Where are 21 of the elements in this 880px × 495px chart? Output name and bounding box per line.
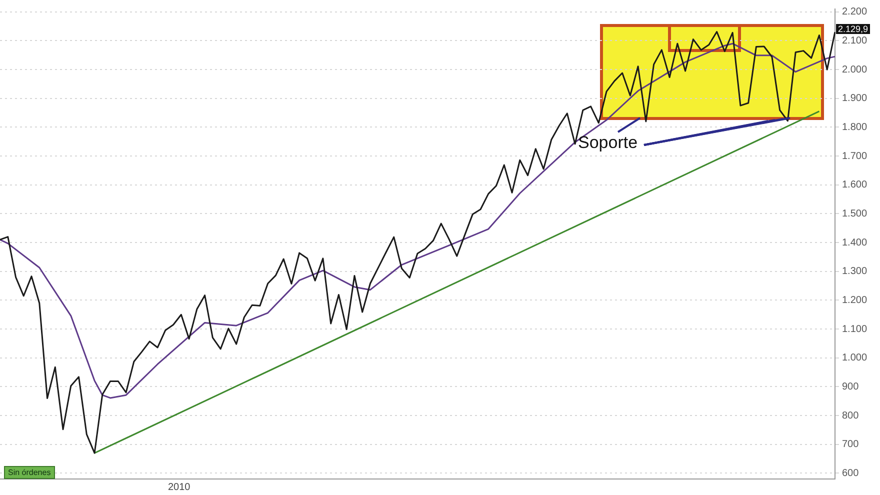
text: 2010 [168,482,190,493]
y-tick-label: 1.700 [842,150,868,162]
y-tick-label: 1.400 [842,237,868,248]
y-tick-label: 1.200 [842,294,868,306]
y-tick-label: 900 [842,381,860,392]
y-tick-label: 1.800 [842,122,868,133]
y-tick-label: 1.100 [842,324,868,335]
y-tick-label: 1.500 [842,208,868,220]
y-tick-label: 2.000 [842,64,868,76]
y-tick-label: 800 [842,410,860,422]
annotation: Soporte [578,133,638,153]
y-tick-label: 1.900 [842,93,868,104]
y-tick-label: 2.200 [842,6,868,18]
y-tick-label: 600 [842,468,860,479]
y-tick-label: 700 [842,439,860,450]
text: 2.129,9 [836,24,870,34]
y-tick-label: 1.600 [842,180,868,191]
y-tick-label: 1.300 [842,266,868,278]
y-tick-label: 2.100 [842,35,868,46]
y-tick-label: 1.000 [842,352,868,364]
annotation: Sin órdenes [4,466,55,479]
